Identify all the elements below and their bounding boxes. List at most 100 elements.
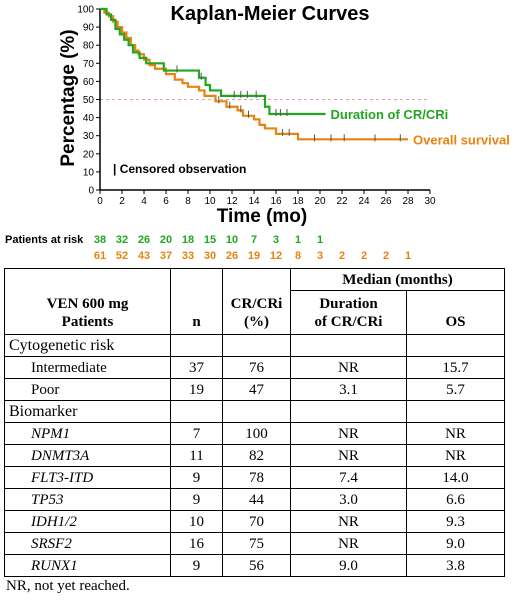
cell-os: 3.8	[406, 554, 505, 577]
cell-n: 16	[170, 532, 223, 555]
empty-cell	[406, 400, 505, 423]
col-header-patients-line2: Patients	[61, 314, 114, 330]
x-tick-label: 0	[97, 196, 103, 207]
cell-n: 11	[170, 444, 223, 467]
empty-cell	[170, 334, 223, 357]
row-label: IDH1/2	[4, 510, 171, 533]
cell-n: 19	[170, 378, 223, 401]
x-tick-label: 4	[141, 196, 147, 207]
cell-cr-cri: 70	[222, 510, 291, 533]
empty-cell	[222, 400, 291, 423]
x-tick-label: 26	[380, 196, 392, 207]
series-line-overall-survival	[100, 7, 408, 141]
col-header-os: OS	[406, 290, 505, 335]
x-tick-label: 24	[358, 196, 370, 207]
table-row: DNMT3A 11 82 NR NR	[4, 444, 505, 467]
cell-cr-cri: 82	[222, 444, 291, 467]
empty-cell	[222, 334, 291, 357]
risk-count: 12	[270, 250, 282, 262]
series-label-overall-survival: Overall survival	[413, 132, 510, 147]
cell-n: 10	[170, 510, 223, 533]
x-tick-label: 18	[292, 196, 304, 207]
section-row: Cytogenetic risk	[4, 334, 505, 357]
col-header-duration-line1: Duration	[319, 296, 378, 312]
col-header-duration-line2: of CR/CRi	[314, 314, 383, 330]
risk-count: 32	[116, 234, 128, 246]
y-tick-label: 50	[83, 95, 95, 106]
censored-observation-note: | Censored observation	[113, 162, 246, 176]
results-table-wrapper: VEN 600 mg Patients n CR/CRi (%) Median …	[4, 268, 505, 577]
cell-os: 15.7	[406, 356, 505, 379]
y-tick-label: 80	[83, 41, 95, 52]
cell-duration: NR	[290, 510, 407, 533]
x-tick-label: 20	[314, 196, 326, 207]
col-header-patients-line1: VEN 600 mg	[46, 296, 129, 312]
x-tick-label: 30	[424, 196, 436, 207]
x-axis-title: Time (mo)	[217, 206, 307, 227]
risk-count: 3	[317, 250, 323, 262]
row-label: Poor	[4, 378, 171, 401]
x-tick-label: 16	[270, 196, 282, 207]
cell-n: 7	[170, 422, 223, 445]
cell-n: 9	[170, 488, 223, 511]
risk-count: 52	[116, 250, 128, 262]
cell-duration: NR	[290, 422, 407, 445]
y-tick-label: 10	[83, 167, 95, 178]
risk-count: 26	[138, 234, 150, 246]
cell-cr-cri: 75	[222, 532, 291, 555]
cell-cr-cri: 78	[222, 466, 291, 489]
risk-count: 8	[295, 250, 301, 262]
cell-os: 6.6	[406, 488, 505, 511]
series-label-duration-cr-cri: Duration of CR/CRi	[331, 107, 449, 122]
y-tick-label: 40	[83, 113, 95, 124]
cell-os: 14.0	[406, 466, 505, 489]
row-label: RUNX1	[4, 554, 171, 577]
risk-count: 30	[204, 250, 216, 262]
cell-n: 9	[170, 554, 223, 577]
cell-duration: NR	[290, 444, 407, 467]
cell-os: 5.7	[406, 378, 505, 401]
cell-cr-cri: 47	[222, 378, 291, 401]
cell-duration: NR	[290, 532, 407, 555]
risk-count: 2	[339, 250, 345, 262]
patients-at-risk-label: Patients at risk	[5, 234, 84, 246]
risk-count: 7	[251, 234, 257, 246]
row-label: TP53	[4, 488, 171, 511]
y-tick-label: 90	[83, 23, 95, 34]
col-header-duration: Duration of CR/CRi	[290, 290, 407, 335]
y-axis-title: Percentage (%)	[58, 29, 79, 166]
cell-n: 37	[170, 356, 223, 379]
cell-cr-cri: 44	[222, 488, 291, 511]
cell-os: NR	[406, 444, 505, 467]
risk-count: 18	[182, 234, 194, 246]
cell-duration: 3.1	[290, 378, 407, 401]
cell-n: 9	[170, 466, 223, 489]
risk-count: 43	[138, 250, 150, 262]
section-row: Biomarker	[4, 400, 505, 423]
section-title: Biomarker	[4, 400, 171, 423]
row-label: Intermediate	[4, 356, 171, 379]
risk-count: 2	[383, 250, 389, 262]
empty-cell	[290, 400, 407, 423]
risk-count: 26	[226, 250, 238, 262]
x-tick-label: 6	[163, 196, 169, 207]
table-row: FLT3-ITD 9 78 7.4 14.0	[4, 466, 505, 489]
cell-duration: 3.0	[290, 488, 407, 511]
cell-cr-cri: 76	[222, 356, 291, 379]
table-row: TP53 9 44 3.0 6.6	[4, 488, 505, 511]
col-header-cr: CR/CRi (%)	[222, 268, 291, 335]
row-label: DNMT3A	[4, 444, 171, 467]
cell-os: 9.0	[406, 532, 505, 555]
x-tick-label: 14	[248, 196, 260, 207]
y-tick-label: 70	[83, 59, 95, 70]
cell-cr-cri: 100	[222, 422, 291, 445]
col-header-n: n	[170, 268, 223, 335]
section-title: Cytogenetic risk	[4, 334, 171, 357]
cell-os: NR	[406, 422, 505, 445]
results-table: VEN 600 mg Patients n CR/CRi (%) Median …	[4, 268, 505, 577]
y-tick-label: 0	[88, 186, 94, 197]
cell-duration: 9.0	[290, 554, 407, 577]
cell-duration: NR	[290, 356, 407, 379]
table-row: Poor 19 47 3.1 5.7	[4, 378, 505, 401]
